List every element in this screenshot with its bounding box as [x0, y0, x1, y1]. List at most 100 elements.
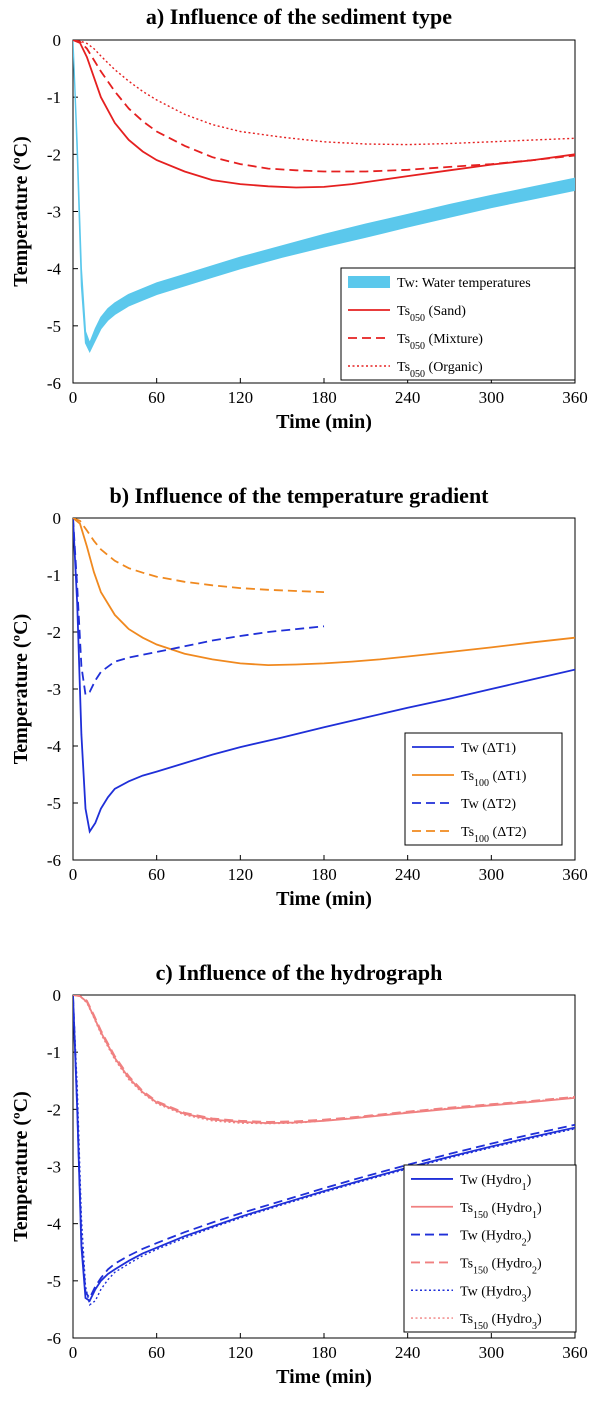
- legend-label: Ts150 (Hydro1): [460, 1201, 542, 1221]
- y-tick-label: 0: [53, 31, 62, 50]
- x-tick-label: 360: [562, 388, 588, 407]
- chart-title: b) Influence of the temperature gradient: [109, 483, 489, 508]
- legend-entry: Ts050 (Organic): [348, 360, 483, 380]
- legend-label: Ts050 (Mixture): [397, 332, 483, 352]
- y-tick-label: -4: [47, 737, 62, 756]
- legend-entry: Tw (ΔT1): [412, 741, 516, 756]
- legend: Tw (ΔT1) Ts100 (ΔT1) Tw (ΔT2) Ts100 (ΔT2): [404, 732, 563, 846]
- x-tick-label: 60: [148, 1343, 165, 1362]
- y-tick-label: -4: [47, 1215, 62, 1234]
- y-tick-label: -5: [47, 794, 61, 813]
- x-tick-label: 240: [395, 388, 421, 407]
- x-axis-label: Time (min): [276, 888, 372, 910]
- legend-entry: Ts050 (Mixture): [348, 332, 483, 352]
- y-axis-label: Temperature (ºC): [10, 136, 32, 286]
- chart-title: a) Influence of the sediment type: [146, 4, 452, 29]
- y-tick-label: -1: [47, 566, 61, 585]
- y-tick-label: -2: [47, 623, 61, 642]
- y-tick-label: -5: [47, 1272, 61, 1291]
- legend-box: [404, 732, 563, 846]
- y-tick-label: 0: [53, 986, 62, 1005]
- x-tick-label: 120: [228, 388, 254, 407]
- y-tick-label: -2: [47, 1100, 61, 1119]
- legend-entry: Ts100 (ΔT2): [412, 825, 527, 845]
- chart-panel-b: b) Influence of the temperature gradient…: [10, 483, 588, 910]
- y-tick-label: -1: [47, 1043, 61, 1062]
- legend-entry: Ts050 (Sand): [348, 304, 466, 324]
- series-line-4: [73, 995, 575, 1123]
- x-tick-label: 240: [395, 865, 421, 884]
- chart-panel-c: c) Influence of the hydrograph 0 60 120 180 2…: [10, 960, 588, 1388]
- series-line-3: [73, 518, 325, 697]
- legend-label: Ts150 (Hydro2): [460, 1256, 542, 1276]
- x-tick-label: 60: [148, 865, 165, 884]
- x-axis-label: Time (min): [276, 411, 372, 433]
- series-band-water-temperatures: [73, 40, 575, 353]
- legend-label: Ts050 (Sand): [397, 304, 466, 324]
- legend: Tw (Hydro1) Ts150 (Hydro1) Tw (Hydro2) Ts15…: [403, 1164, 577, 1333]
- x-tick-label: 0: [69, 1343, 78, 1362]
- x-tick-label: 120: [228, 865, 254, 884]
- series-line-4: [73, 40, 575, 146]
- legend-label: Ts150 (Hydro3): [460, 1312, 542, 1332]
- legend-label: Tw: Water temperatures: [397, 276, 531, 291]
- x-tick-label: 360: [562, 865, 588, 884]
- series-line-3: [73, 40, 575, 173]
- series-line-4: [73, 518, 325, 593]
- legend-label: Tw (ΔT1): [461, 741, 516, 756]
- x-tick-label: 0: [69, 865, 78, 884]
- y-tick-label: -3: [47, 680, 61, 699]
- legend-label: Tw (Hydro1): [460, 1173, 532, 1193]
- y-tick-label: -3: [47, 203, 61, 222]
- series-group: [73, 995, 575, 1306]
- x-tick-label: 180: [311, 388, 337, 407]
- y-tick-label: -3: [47, 1158, 61, 1177]
- legend-entry: Tw: Water temperatures: [348, 276, 531, 291]
- series-line-2: [73, 518, 575, 667]
- legend-label: Tw (Hydro2): [460, 1229, 532, 1249]
- x-tick-label: 0: [69, 388, 78, 407]
- legend-swatch: [348, 276, 390, 288]
- x-tick-label: 300: [479, 1343, 505, 1362]
- x-tick-label: 120: [228, 1343, 254, 1362]
- legend-entry: Ts150 (Hydro2): [411, 1256, 542, 1276]
- x-tick-label: 180: [311, 865, 337, 884]
- y-axis-label: Temperature (ºC): [10, 1091, 32, 1241]
- y-tick-label: 0: [53, 509, 62, 528]
- legend-entry: Tw (Hydro1): [411, 1173, 532, 1193]
- legend-entry: Tw (Hydro3): [411, 1284, 532, 1304]
- y-axis-label: Temperature (ºC): [10, 614, 32, 764]
- y-tick-label: -5: [47, 317, 61, 336]
- chart-panel-a: a) Influence of the sediment type 0 60 120 1…: [10, 4, 588, 433]
- legend: Tw: Water temperatures Ts050 (Sand) Ts050 …: [340, 267, 576, 381]
- legend-entry: Ts150 (Hydro1): [411, 1201, 542, 1221]
- x-tick-label: 240: [395, 1343, 421, 1362]
- legend-label: Tw (Hydro3): [460, 1284, 532, 1304]
- series-line-6: [73, 995, 575, 1125]
- legend-box: [403, 1164, 577, 1333]
- x-tick-label: 60: [148, 388, 165, 407]
- legend-label: Tw (ΔT2): [461, 797, 516, 812]
- series-group: [73, 518, 575, 834]
- y-tick-label: -6: [47, 374, 61, 393]
- x-axis-label: Time (min): [276, 1366, 372, 1388]
- x-tick-label: 180: [311, 1343, 337, 1362]
- y-tick-label: -6: [47, 1329, 61, 1348]
- y-tick-label: -6: [47, 851, 61, 870]
- series-line-1: [73, 995, 575, 1303]
- x-tick-label: 360: [562, 1343, 588, 1362]
- y-tick-label: -1: [47, 88, 61, 107]
- legend-label: Ts100 (ΔT1): [461, 769, 527, 789]
- legend-label: Ts100 (ΔT2): [461, 825, 527, 845]
- legend-entry: Ts100 (ΔT1): [412, 769, 527, 789]
- y-tick-label: -4: [47, 260, 62, 279]
- series-line-2: [73, 995, 575, 1125]
- series-group: [73, 40, 575, 353]
- series-line-2: [73, 40, 575, 189]
- x-tick-label: 300: [479, 865, 505, 884]
- series-line-1: [73, 518, 575, 834]
- x-tick-label: 300: [479, 388, 505, 407]
- legend-entry: Tw (Hydro2): [411, 1229, 532, 1249]
- legend-label: Ts050 (Organic): [397, 360, 483, 380]
